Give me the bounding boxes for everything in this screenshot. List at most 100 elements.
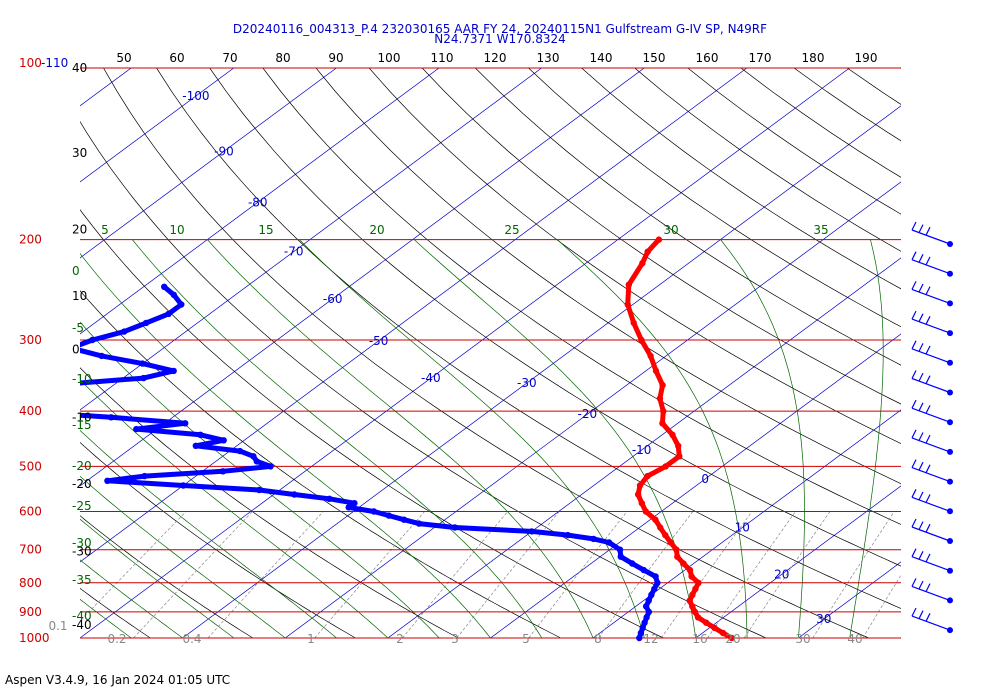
software-version-footer: Aspen V3.4.9, 16 Jan 2024 01:05 UTC [5, 673, 231, 687]
moist-adiabat-line [80, 559, 183, 639]
temperature-point [689, 591, 696, 598]
wind-barb-flag [925, 375, 931, 384]
dry-adiabat-line [953, 68, 1000, 638]
dewpoint-point [104, 477, 111, 484]
dry-adiabat-line [900, 68, 901, 69]
pressure-tick-label-top: 100 [19, 56, 42, 70]
wind-barb-flag [918, 551, 924, 560]
theta-e-tick-label: 5 [101, 223, 109, 237]
temperature-point [694, 614, 702, 621]
dry-adiabat-line [368, 68, 901, 444]
temperature-point [680, 560, 687, 567]
dewpoint-point [639, 624, 646, 632]
dewpoint-point [643, 614, 650, 621]
dry-adiabat-line [421, 68, 901, 405]
dewpoint-point [645, 597, 652, 604]
dewpoint-point [98, 352, 105, 360]
dewpoint-point [636, 634, 643, 642]
isotherm-tick-label: -40 [421, 371, 441, 385]
dewpoint-point [648, 591, 655, 598]
theta-tick-label: 170 [749, 51, 772, 65]
dry-adiabat-line [80, 441, 356, 639]
wind-barb-flag [918, 224, 924, 233]
dewpoint-point [590, 535, 597, 543]
temperature-point [673, 546, 680, 553]
dry-adiabat-line [262, 68, 901, 525]
theta-tick-label: 80 [275, 51, 290, 65]
dewpoint-point [143, 319, 150, 327]
wind-barb-staff [911, 467, 951, 483]
mixing-ratio-tick-label: 0.2 [107, 632, 126, 646]
isotherm-tick-label: 30 [816, 612, 831, 626]
isotherm-line [798, 561, 901, 639]
theta-e-tick-label: 10 [169, 223, 184, 237]
isotherm-line [80, 68, 645, 487]
height-tick-label: 10 [72, 289, 87, 303]
temperature-point [636, 482, 644, 489]
wind-barb-flag [911, 340, 917, 350]
pressure-tick-label: 500 [19, 459, 42, 473]
pressure-tick-label: 300 [19, 333, 42, 347]
isotherm-line [80, 68, 440, 335]
dewpoint-point [291, 491, 298, 498]
wind-barb-staff [911, 496, 951, 512]
isotherm-tick-label: 0 [701, 472, 709, 486]
isotherm-line [80, 68, 748, 563]
isotherm-line [285, 181, 901, 639]
temperature-point [630, 319, 637, 327]
dewpoint-point [651, 585, 658, 593]
dewpoint-point [133, 425, 140, 433]
dewpoint-point [219, 468, 227, 475]
theta-e-left-tick-label: 0 [72, 264, 80, 278]
wind-barb-flag [925, 553, 931, 563]
dewpoint-point [637, 629, 645, 637]
wind-barb-staff [911, 259, 951, 275]
mixing-ratio-tick-label: 2 [396, 632, 404, 646]
dewpoint-point [345, 504, 352, 511]
wind-barb-staff [911, 348, 951, 364]
isotherm-line [592, 409, 901, 639]
dewpoint-point [385, 512, 393, 519]
wind-barb-flag [911, 399, 917, 409]
dewpoint-point [140, 374, 147, 382]
theta-tick-label: 150 [643, 51, 666, 65]
isotherm-tick-label: -90 [214, 144, 234, 158]
temperature-point [689, 603, 696, 610]
dry-adiabat-line [634, 68, 901, 252]
height-tick-label: -40 [72, 618, 92, 632]
dewpoint-point [256, 486, 263, 494]
isotherm-line [80, 68, 850, 639]
wind-barb-flag [918, 372, 924, 382]
isotherm-line [900, 637, 901, 638]
moist-adiabat-line [207, 239, 594, 639]
temperature-point [669, 431, 676, 438]
wind-barb-flag [911, 548, 917, 557]
pressure-tick-label: 700 [19, 543, 42, 557]
mixing-ratio-tick-label: 3 [451, 632, 459, 646]
theta-e-left-tick-label: -30 [72, 536, 92, 550]
isotherm-tick-label: -50 [369, 334, 389, 348]
dry-adiabat-line [80, 290, 561, 639]
chart-title: D20240116_004313_P.4 232030165 AAR FY 24… [233, 22, 767, 36]
wind-barb-flag [918, 491, 924, 501]
moist-adiabat-line [299, 239, 645, 639]
wind-barb-flag [911, 459, 917, 468]
isotherm-tick-label: -10 [632, 443, 652, 457]
dewpoint-point [192, 442, 199, 449]
dewpoint-point [326, 495, 333, 502]
theta-e-left-tick-label: -35 [72, 573, 92, 587]
dry-adiabat-line [80, 209, 664, 639]
dry-adiabat-line [793, 68, 901, 142]
temperature-point [719, 629, 727, 637]
wind-barb-flag [911, 429, 917, 439]
dewpoint-point [616, 546, 624, 553]
dewpoint-point [652, 573, 659, 580]
isotherm-tick-label: -20 [578, 407, 598, 421]
dry-adiabat-line [475, 68, 901, 366]
temperature-point [667, 539, 674, 546]
temperature-point [655, 236, 663, 243]
temperature-point [652, 367, 660, 375]
wind-barb-flag [918, 313, 924, 322]
dewpoint-point [642, 603, 650, 610]
mixing-ratio-line [133, 511, 253, 639]
